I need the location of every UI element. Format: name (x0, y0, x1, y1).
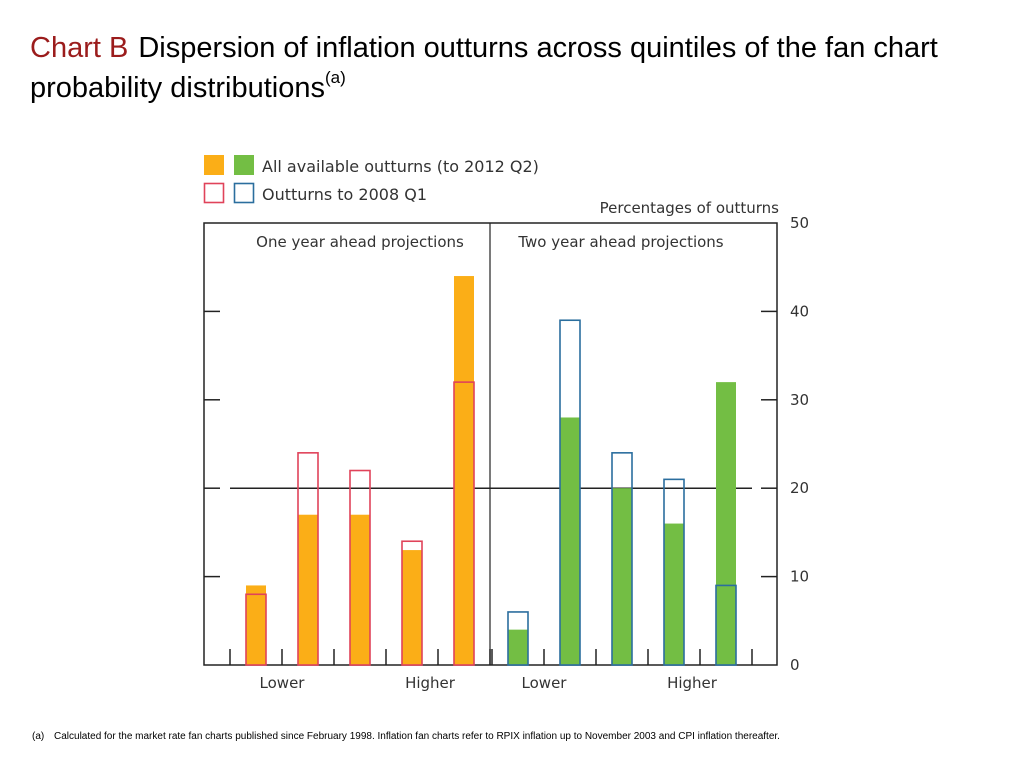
bar-outline-blue-q2 (559, 319, 581, 666)
inflation-dispersion-chart: All available outturns (to 2012 Q2) Outt… (203, 155, 809, 692)
bar-outline-red-q2 (297, 452, 319, 666)
footnote-text: Calculated for the market rate fan chart… (54, 731, 780, 742)
panel-title-2: Two year ahead projections (517, 233, 723, 251)
bar-outline-red-q1 (245, 593, 267, 666)
bar-outline-red-q5 (453, 381, 475, 666)
bar-green-q3 (612, 488, 632, 665)
footnote-marker: (a) (32, 731, 45, 742)
x-label-lower: Lower (260, 674, 306, 692)
bar-green-q1 (508, 629, 528, 665)
legend: All available outturns (to 2012 Q2) Outt… (203, 155, 539, 204)
title-footnote-marker: (a) (324, 68, 346, 87)
bar-orange-q4 (402, 550, 422, 665)
bar-outline-blue-q4 (663, 478, 685, 666)
bar-green-q2 (560, 417, 580, 665)
y-tick-label: 10 (790, 568, 809, 586)
bar-orange-q1 (246, 585, 266, 665)
x-label-lower: Lower (522, 674, 568, 692)
bar-outline-blue-q1 (507, 611, 529, 666)
y-tick-label: 50 (790, 214, 809, 232)
y-axis-label: Percentages of outturns (600, 199, 780, 217)
y-tick-label: 30 (790, 391, 809, 409)
bar-outline-blue-q5 (715, 584, 737, 666)
chart-label: Chart B (30, 32, 129, 64)
slide-title: Chart B Dispersion of inflation outturns … (30, 28, 1000, 108)
chart-title: Dispersion of inflation outturns across … (30, 32, 938, 104)
bar-outline-blue-q3 (611, 452, 633, 666)
legend-swatch-green (234, 155, 254, 175)
bar-orange-q3 (350, 514, 370, 665)
x-label-higher: Higher (667, 674, 718, 692)
legend-swatch-orange (204, 155, 224, 175)
legend-swatch-blue-outline (233, 182, 255, 204)
y-tick-label: 20 (790, 479, 809, 497)
bar-orange-q5 (454, 276, 474, 665)
bar-green-q5 (716, 382, 736, 665)
bar-outline-red-q4 (401, 540, 423, 666)
bar-outline-red-q3 (349, 469, 371, 666)
legend-swatch-red-outline (203, 182, 225, 204)
y-tick-label: 40 (790, 302, 809, 320)
plot-area: 0 10 20 30 40 50 One year ahead projections Low… (203, 214, 809, 692)
legend-label-outturns-2008: Outturns to 2008 Q1 (262, 185, 427, 204)
bar-green-q4 (664, 523, 684, 665)
y-tick-label: 0 (790, 656, 800, 674)
bar-orange-q2 (298, 514, 318, 665)
panel-title-1: One year ahead projections (256, 233, 464, 251)
x-label-higher: Higher (405, 674, 456, 692)
footnote: (a) Calculated for the market rate fan ch… (32, 731, 780, 742)
legend-label-all-outturns: All available outturns (to 2012 Q2) (262, 157, 539, 176)
